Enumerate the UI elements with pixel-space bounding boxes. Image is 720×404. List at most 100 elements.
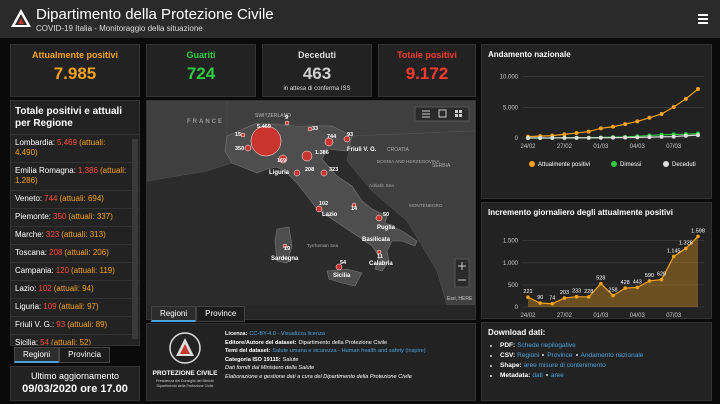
download-link[interactable]: dati [532,372,543,379]
region-name: Emilia Romagna: [15,166,76,175]
update-label: Ultimo aggiornamento [30,371,120,381]
download-label: PDF: [500,342,516,349]
y-tick-label: 1.000 [503,261,519,267]
region-marker[interactable] [293,169,301,177]
stat-value: 463 [302,64,332,83]
marker-label: 11 [377,254,383,260]
region-row: Liguria: 109 (attuali: 97) [11,299,139,317]
region-marker[interactable] [376,249,382,255]
region-marker[interactable] [301,150,313,162]
region-total: 5.469 [57,138,78,147]
download-link[interactable]: Province [547,352,573,359]
header: Dipartimento della Protezione Civile COV… [0,0,720,38]
marker-label: 350 [235,146,244,152]
region-marker[interactable] [307,126,313,132]
zoom-control[interactable] [454,258,470,288]
regions-panel: Totale positivi e attuali per Regione Lo… [10,100,140,346]
point [683,96,688,101]
tab[interactable]: Province [196,306,246,322]
marker-label: 169 [277,158,286,164]
tab[interactable]: Regioni [151,306,197,322]
point [671,134,676,139]
point [598,135,603,140]
marker-label: 323 [329,167,338,173]
info-value[interactable]: Salute umana e sicurezza - Human health … [272,348,426,355]
y-tick-label: 500 [508,283,519,289]
value-label: 1.326 [679,240,693,246]
download-label: CSV: [500,352,516,359]
tab[interactable]: Provincia [59,347,111,363]
download-link[interactable]: aree misure di contenimento [523,362,606,369]
region-marker[interactable] [240,132,246,138]
x-tick-label: 27/02 [557,144,573,150]
region-marker[interactable] [320,169,328,177]
scrollbar[interactable] [132,139,138,339]
x-tick-label: 24/02 [520,144,536,150]
menu-button[interactable] [686,0,720,38]
point [623,135,628,140]
region-marker[interactable] [250,125,282,157]
region-name: Liguria: [15,302,42,311]
region-current: (attuali: 313) [61,230,106,239]
download-item: Shape:aree misure di contenimento [500,361,643,371]
info-value: Elaborazione e gestione dati a cura del … [225,373,412,380]
region-total: 102 [38,284,52,293]
region-marker[interactable] [284,120,290,126]
region-total: 120 [55,266,70,275]
subtitle: COVID-19 Italia - Monitoraggio della sit… [36,24,203,33]
y-tick-label: 0 [515,305,519,311]
value-label: 258 [608,288,617,294]
region-name: Toscana: [15,248,48,257]
download-link[interactable]: Andamento nazionale [580,352,644,359]
region-marker[interactable] [315,205,323,213]
point [647,115,652,120]
info-label: Licenza: [225,331,248,337]
region-current: (attuali: 337) [68,212,113,221]
region-marker[interactable] [244,144,252,152]
legend-label: Deceduti [672,162,696,168]
region-marker[interactable] [343,135,351,143]
region-name: Marche: [15,230,44,239]
stat-note: in attesa di conferma ISS [283,86,351,92]
info-line: Elaborazione e gestione dati a cura del … [225,373,473,382]
region-marker[interactable] [324,137,334,147]
point [696,234,700,239]
download-item: PDF:Schede riepilogative [500,341,643,351]
value-label: 74 [549,296,555,302]
region-marker[interactable] [278,154,288,164]
region-marker[interactable] [375,214,383,222]
stat-value: 9.172 [405,64,449,83]
point [684,246,688,251]
x-tick-label: 01/03 [593,313,609,318]
region-marker[interactable] [335,263,343,271]
value-label: 1.145 [667,248,681,254]
point [671,104,676,109]
download-link[interactable]: Regioni [517,352,540,359]
area [528,236,698,307]
point [526,135,530,140]
region-marker[interactable] [282,243,288,249]
region-current: (attuali: 119) [71,266,115,275]
region-current: (attuali: 4.490) [15,138,106,157]
download-link[interactable]: Schede riepilogative [517,342,576,349]
place-label: Adriatic Sea [369,183,394,188]
download-label: Shape: [500,362,522,369]
stat-box: Deceduti 463 in attesa di conferma ISS [262,44,372,97]
info-label: Categoria ISO 19115: [225,356,281,363]
region-marker[interactable] [351,202,357,208]
tab[interactable]: Regioni [14,347,60,363]
region-row: Marche: 323 (attuali: 313) [11,227,139,245]
downloads-title: Download dati: [488,328,546,337]
point [623,286,627,290]
map[interactable]: FRANCE SWITZERLAND CROATIA BOSNIA AND HERZE… [146,100,476,322]
info-value[interactable]: CC-BY-4.0 - Visualizza licenza [249,331,325,337]
value-label: 620 [657,272,666,278]
y-tick-label: 5.000 [503,105,519,111]
map-tools[interactable] [414,106,470,122]
info-value: Dipartimento della Protezione Civile [298,339,388,346]
value-label: 1.598 [691,228,705,234]
point [696,87,700,92]
download-link[interactable]: aree [550,372,564,379]
